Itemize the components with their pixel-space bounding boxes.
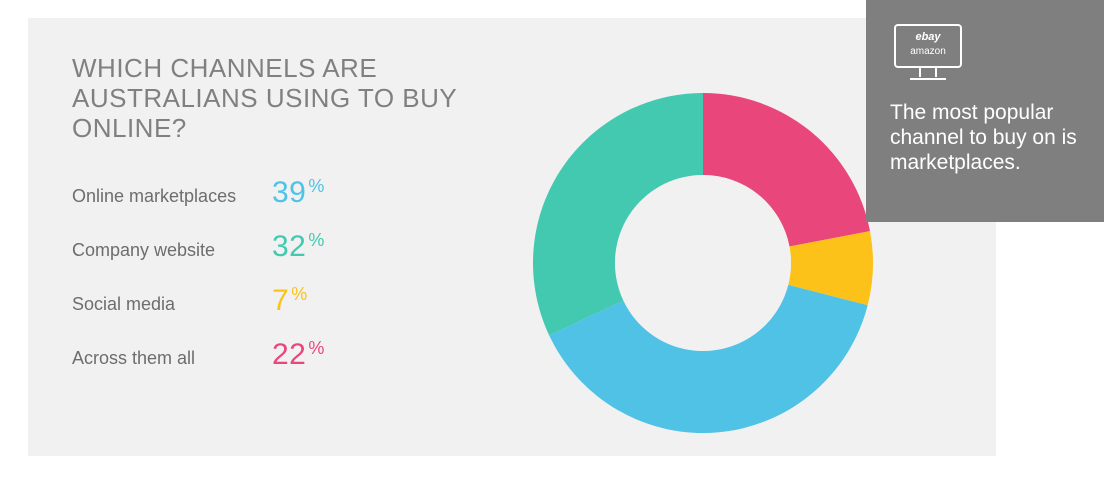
legend-label: Across them all (72, 348, 272, 369)
callout-box: ebay amazon The most popular channel to … (866, 0, 1104, 222)
legend-value: 32% (272, 230, 325, 264)
callout-text: The most popular channel to buy on is ma… (890, 100, 1080, 176)
legend-label: Online marketplaces (72, 186, 272, 207)
monitor-label-amazon: amazon (910, 46, 946, 57)
legend-value: 22% (272, 338, 325, 372)
legend-row: Social media 7% (72, 284, 325, 338)
main-panel: WHICH CHANNELS ARE AUSTRALIANS USING TO … (28, 18, 996, 456)
donut-hole (615, 175, 791, 351)
legend-row: Company website 32% (72, 230, 325, 284)
legend-row: Across them all 22% (72, 338, 325, 392)
legend-label: Company website (72, 240, 272, 261)
legend-row: Online marketplaces 39% (72, 176, 325, 230)
monitor-icon: ebay amazon (890, 22, 966, 84)
donut-chart (518, 78, 888, 448)
legend-list: Online marketplaces 39% Company website … (72, 176, 325, 392)
legend-value: 7% (272, 284, 308, 318)
legend-label: Social media (72, 294, 272, 315)
legend-value: 39% (272, 176, 325, 210)
chart-title: WHICH CHANNELS ARE AUSTRALIANS USING TO … (72, 54, 502, 144)
monitor-label-ebay: ebay (915, 31, 941, 43)
